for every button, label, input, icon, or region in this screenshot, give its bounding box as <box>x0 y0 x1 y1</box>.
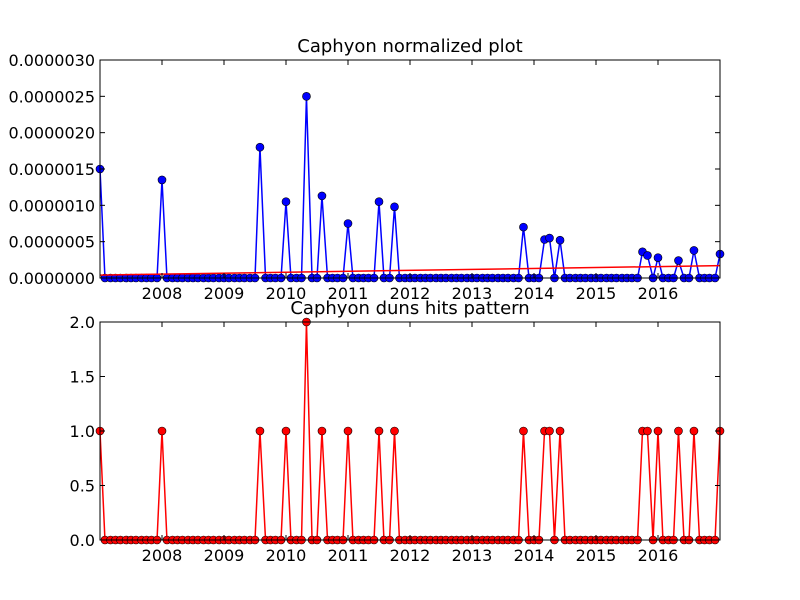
normalized-series-0-point <box>390 202 399 212</box>
normalized-series-0-point <box>643 251 652 260</box>
normalized-series-0-point <box>653 253 663 262</box>
normalized-x-tick-label: 2011 <box>328 284 369 303</box>
normalized-series-0-point <box>674 256 683 265</box>
hits-x-tick-label: 2009 <box>204 546 245 565</box>
normalized-series-0-point <box>689 246 699 255</box>
hits-series-0-point <box>157 426 167 436</box>
hits-series-0-point <box>545 426 554 436</box>
normalized-series-0-point <box>255 142 265 152</box>
hits-y-tick-label: 0.0 <box>70 531 95 550</box>
hits-series-0-point <box>519 426 528 436</box>
hits-series-0-point <box>689 426 699 436</box>
hits-x-tick-label: 2010 <box>266 546 307 565</box>
hits-x-tick-label: 2012 <box>390 546 431 565</box>
hits-series-0-point <box>317 426 327 436</box>
hits-y-tick-label: 1.5 <box>70 368 95 387</box>
hits-series-0-point <box>653 426 663 436</box>
hits-x-tick-label: 2008 <box>142 546 183 565</box>
hits-x-tick-label: 2016 <box>638 546 679 565</box>
normalized-series-0-point <box>157 175 167 185</box>
normalized-series-0-point <box>281 197 291 206</box>
normalized-plot-title: Caphyon normalized plot <box>297 36 522 57</box>
normalized-plot-panel: 2008 2009 2010 2011 2012 2013 2014 2015 2016 0.00… <box>8 36 725 303</box>
normalized-series-0-point <box>519 222 528 232</box>
hits-series-0-point <box>555 426 565 436</box>
hits-y-tick-label: 1.0 <box>70 422 95 441</box>
hits-series-0-point <box>643 426 652 436</box>
normalized-series-1-line <box>99 264 721 276</box>
hits-series-0-point <box>674 426 683 436</box>
normalized-y-tick-label: 0.0000000 <box>8 269 95 288</box>
normalized-series-0-point <box>545 233 554 243</box>
normalized-y-tick-label: 0.0000010 <box>8 196 95 215</box>
normalized-plot-area <box>100 60 720 278</box>
hits-series-0-point <box>374 426 384 436</box>
normalized-series-0-point <box>555 235 565 245</box>
hits-x-tick-label: 2013 <box>452 546 493 565</box>
hits-x-tick-label: 2015 <box>576 546 617 565</box>
normalized-plot-marks: 2008 2009 2010 2011 2012 2013 2014 2015 2016 0.00… <box>8 51 725 303</box>
normalized-y-tick-label: 0.0000015 <box>8 160 95 179</box>
normalized-series-0-point <box>343 219 353 228</box>
hits-pattern-panel: 2008 2009 2010 2011 2012 2013 2014 2015 2016 0.0 0… <box>70 298 725 565</box>
normalized-x-tick-label: 2013 <box>452 284 493 303</box>
hits-y-tick-label: 2.0 <box>70 313 95 332</box>
hits-series-0-point <box>255 426 265 436</box>
normalized-x-tick-label: 2016 <box>638 284 679 303</box>
hits-x-tick-label: 2011 <box>328 546 369 565</box>
normalized-x-tick-label: 2010 <box>266 284 307 303</box>
hits-pattern-plot-area <box>100 322 720 540</box>
normalized-x-tick-label: 2012 <box>390 284 431 303</box>
hits-pattern-title: Caphyon duns hits pattern <box>290 298 529 319</box>
hits-series-0-point <box>343 426 353 436</box>
hits-y-tick-label: 0.5 <box>70 477 95 496</box>
hits-x-tick-label: 2014 <box>514 546 555 565</box>
normalized-series-0-point <box>317 191 327 201</box>
normalized-y-tick-label: 0.0000005 <box>8 233 95 252</box>
normalized-x-tick-label: 2008 <box>142 284 183 303</box>
normalized-series-0-point <box>302 92 311 101</box>
normalized-y-tick-label: 0.0000030 <box>8 51 95 70</box>
normalized-y-tick-label: 0.0000020 <box>8 124 95 143</box>
hits-pattern-marks: 2008 2009 2010 2011 2012 2013 2014 2015 2016 0.0 0… <box>70 313 725 565</box>
normalized-y-tick-label: 0.0000025 <box>8 87 95 106</box>
normalized-x-tick-label: 2015 <box>576 284 617 303</box>
normalized-x-tick-label: 2014 <box>514 284 555 303</box>
normalized-series-0-point <box>374 197 384 206</box>
hits-series-0-point <box>281 426 291 436</box>
hits-series-0-point <box>390 426 399 436</box>
normalized-x-tick-label: 2009 <box>204 284 245 303</box>
